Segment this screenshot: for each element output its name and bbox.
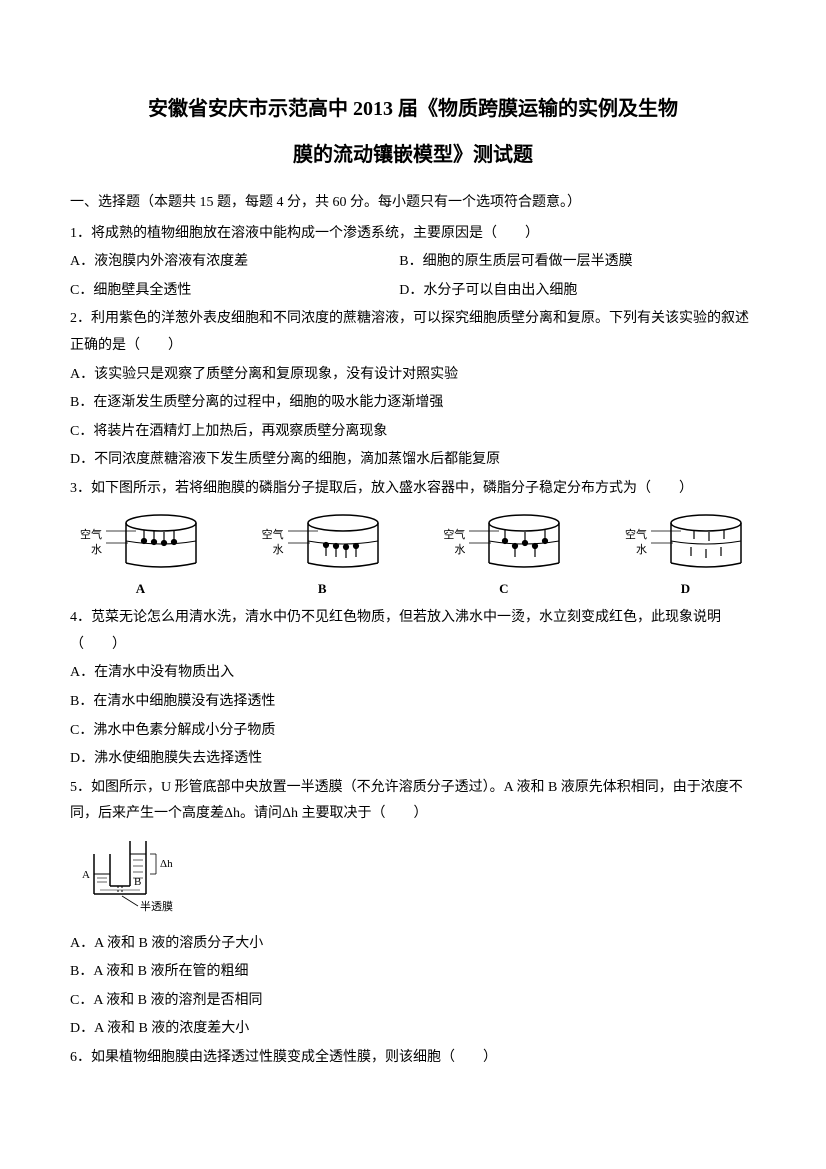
q5-B-text: B bbox=[134, 876, 141, 888]
q3-diagram-C: 空气 水 C bbox=[443, 513, 564, 602]
q1-options-row2: C．细胞壁具全透性 D．水分子可以自由出入细胞 bbox=[70, 278, 756, 305]
q3-diagram-B: 空气 水 B bbox=[262, 513, 383, 602]
q1-options-row1: A．液泡膜内外溶液有浓度差 B．细胞的原生质层可看做一层半透膜 bbox=[70, 249, 756, 276]
q2-optC: C．将装片在酒精灯上加热后，再观察质壁分离现象 bbox=[70, 419, 756, 446]
q1-optC: C．细胞壁具全透性 bbox=[70, 278, 399, 305]
q3-water-label-C: 水 bbox=[443, 543, 465, 557]
q3-label-D: D bbox=[681, 577, 690, 602]
q2-stem: 2．利用紫色的洋葱外表皮细胞和不同浓度的蔗糖溶液，可以探究细胞质壁分离和复原。下… bbox=[70, 306, 756, 359]
q4-optC: C．沸水中色素分解成小分子物质 bbox=[70, 718, 756, 745]
q3-water-label-A: 水 bbox=[80, 543, 102, 557]
q5-membrane-text: 半透膜 bbox=[140, 899, 173, 913]
q6-stem: 6．如果植物细胞膜由选择透过性膜变成全透性膜，则该细胞（ ） bbox=[70, 1045, 756, 1072]
q3-label-A: A bbox=[136, 577, 145, 602]
q4-optB: B．在清水中细胞膜没有选择透性 bbox=[70, 689, 756, 716]
q1-optD: D．水分子可以自由出入细胞 bbox=[399, 278, 577, 305]
cylinder-D-svg bbox=[651, 513, 746, 573]
q1-optA: A．液泡膜内外溶液有浓度差 bbox=[70, 249, 399, 276]
cylinder-B-svg bbox=[288, 513, 383, 573]
q3-label-B: B bbox=[318, 577, 327, 602]
q3-diagram-row: 空气 水 A bbox=[70, 513, 756, 602]
q5-optC: C．A 液和 B 液的溶剂是否相同 bbox=[70, 988, 756, 1015]
q5-A-text: A bbox=[82, 869, 90, 881]
q4-optA: A．在清水中没有物质出入 bbox=[70, 660, 756, 687]
q4-optD: D．沸水使细胞膜失去选择透性 bbox=[70, 746, 756, 773]
q5-stem: 5．如图所示，U 形管底部中央放置一半透膜（不允许溶质分子透过）。A 液和 B … bbox=[70, 775, 756, 828]
q5-optA: A．A 液和 B 液的溶质分子大小 bbox=[70, 931, 756, 958]
q5-optB: B．A 液和 B 液所在管的粗细 bbox=[70, 959, 756, 986]
q2-optD: D．不同浓度蔗糖溶液下发生质壁分离的细胞，滴加蒸馏水后都能复原 bbox=[70, 447, 756, 474]
q3-water-label-D: 水 bbox=[625, 543, 647, 557]
q5-dh-text: Δh bbox=[160, 858, 173, 870]
q3-label-C: C bbox=[499, 577, 508, 602]
q5-utube-diagram: Δh A B 半透膜 bbox=[80, 836, 756, 927]
q3-air-label-B: 空气 bbox=[262, 528, 284, 542]
q3-diagram-A: 空气 水 A bbox=[80, 513, 201, 602]
q3-air-label-A: 空气 bbox=[80, 528, 102, 542]
q1-optB: B．细胞的原生质层可看做一层半透膜 bbox=[399, 249, 632, 276]
section-instruction: 一、选择题（本题共 15 题，每题 4 分，共 60 分。每小题只有一个选项符合… bbox=[70, 190, 756, 217]
q2-optB: B．在逐渐发生质壁分离的过程中，细胞的吸水能力逐渐增强 bbox=[70, 390, 756, 417]
q3-air-label-C: 空气 bbox=[443, 528, 465, 542]
cylinder-C-svg bbox=[469, 513, 564, 573]
q3-water-label-B: 水 bbox=[262, 543, 284, 557]
q1-stem: 1．将成熟的植物细胞放在溶液中能构成一个渗透系统，主要原因是（ ） bbox=[70, 221, 756, 248]
q3-stem: 3．如下图所示，若将细胞膜的磷脂分子提取后，放入盛水容器中，磷脂分子稳定分布方式… bbox=[70, 476, 756, 503]
q3-diagram-D: 空气 水 D bbox=[625, 513, 746, 602]
q5-optD: D．A 液和 B 液的浓度差大小 bbox=[70, 1016, 756, 1043]
q2-optA: A．该实验只是观察了质壁分离和复原现象，没有设计对照实验 bbox=[70, 362, 756, 389]
utube-svg: Δh A B 半透膜 bbox=[80, 836, 210, 916]
q4-stem: 4．苋菜无论怎么用清水洗，清水中仍不见红色物质，但若放入沸水中一烫，水立刻变成红… bbox=[70, 605, 756, 658]
q3-air-label-D: 空气 bbox=[625, 528, 647, 542]
title-line2: 膜的流动镶嵌模型》测试题 bbox=[70, 136, 756, 174]
cylinder-A-svg bbox=[106, 513, 201, 573]
title-line1: 安徽省安庆市示范高中 2013 届《物质跨膜运输的实例及生物 bbox=[70, 90, 756, 128]
